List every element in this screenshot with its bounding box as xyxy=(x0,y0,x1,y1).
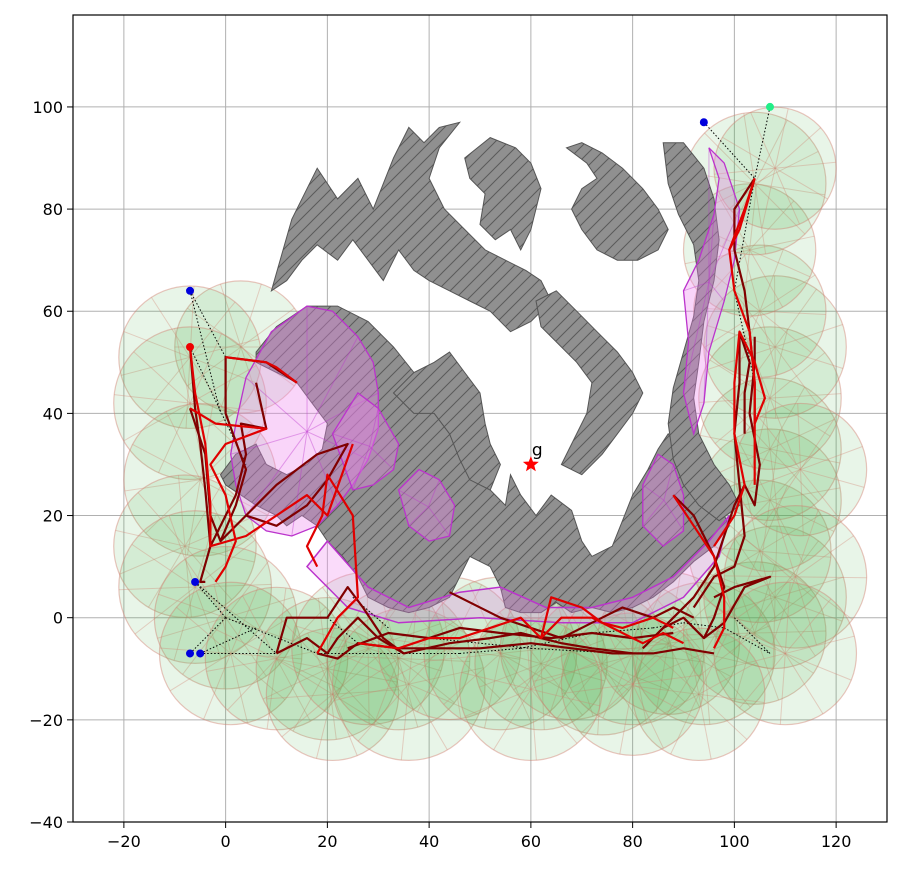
robot-0 xyxy=(186,286,195,295)
link-24 xyxy=(429,637,531,649)
sensing-circles xyxy=(113,106,868,762)
link-4 xyxy=(194,581,227,619)
robot-4 xyxy=(196,649,205,658)
sensing-circle-9 xyxy=(255,596,400,741)
sensing-circle-36 xyxy=(632,627,766,762)
x-tick-label-1: 0 xyxy=(221,832,231,851)
y-tick-label-1: −20 xyxy=(29,711,63,730)
sensor-edge-region-0 xyxy=(305,515,731,624)
link-17 xyxy=(734,617,771,654)
path-dark-6 xyxy=(347,626,674,650)
sensing-circle-21 xyxy=(632,581,776,726)
goal-label: g xyxy=(532,440,543,460)
y-tick-label-6: 80 xyxy=(43,200,63,219)
sensing-circle-4 xyxy=(113,474,257,619)
sensor-region-4 xyxy=(682,147,741,437)
path-dark-11 xyxy=(672,494,726,639)
axes-frame xyxy=(72,14,888,823)
y-tick-label-5: 60 xyxy=(43,302,63,321)
sensing-circle-22 xyxy=(682,561,827,705)
link-19 xyxy=(754,106,771,179)
link-5 xyxy=(189,617,226,654)
obstacle-1 xyxy=(270,121,552,333)
sensing-circle-18 xyxy=(530,591,674,736)
robot-markers xyxy=(186,102,774,658)
obstacle-4 xyxy=(662,142,741,522)
robot-5 xyxy=(699,118,708,127)
link-2 xyxy=(189,346,247,465)
link-25 xyxy=(530,647,623,654)
path-dark-2 xyxy=(209,382,268,547)
sensing-circle-7 xyxy=(158,581,303,726)
goal-marker xyxy=(522,456,539,472)
axis-ticks: −20 0 20 40 60 80 100 120 −40 −20 0 20 40 60 80 100 xyxy=(29,98,851,851)
link-1 xyxy=(189,290,222,414)
path-dark-3 xyxy=(219,442,349,542)
y-tick-label-2: 0 xyxy=(53,609,63,628)
x-tick-label-7: 120 xyxy=(821,832,852,851)
obstacle-2 xyxy=(464,137,542,252)
sensor-region-1 xyxy=(331,392,400,491)
sensing-circle-15 xyxy=(423,576,578,731)
path-red-3 xyxy=(305,473,359,654)
goal-marker-group: g xyxy=(522,440,543,472)
sensing-circle-32 xyxy=(713,106,837,230)
y-tick-label-4: 40 xyxy=(43,404,63,423)
robot-6 xyxy=(765,102,774,111)
path-red-8 xyxy=(728,178,756,485)
link-3 xyxy=(194,581,277,654)
path-red-7 xyxy=(713,330,767,547)
x-tick-label-3: 40 xyxy=(419,832,439,851)
link-20 xyxy=(733,178,756,291)
x-tick-label-5: 80 xyxy=(622,832,642,851)
link-8 xyxy=(225,617,318,654)
obstacles xyxy=(219,121,741,614)
x-tick-label-6: 100 xyxy=(719,832,750,851)
sensing-circle-23 xyxy=(703,525,847,670)
sensor-region-3 xyxy=(642,453,685,548)
path-red-9 xyxy=(728,178,756,251)
link-18 xyxy=(703,121,756,179)
path-dark-0 xyxy=(188,346,212,584)
path-red-1 xyxy=(189,407,268,583)
obstacle-3 xyxy=(565,142,669,261)
y-tick-label-3: 20 xyxy=(43,507,63,526)
sensing-circle-13 xyxy=(331,607,486,762)
link-21 xyxy=(733,290,756,383)
y-tick-label-7: 100 xyxy=(32,98,63,117)
path-red-2 xyxy=(225,356,298,384)
sensing-circle-2 xyxy=(113,326,267,481)
robot-paths xyxy=(188,177,772,660)
obstacle-6 xyxy=(392,351,501,491)
sensor-region-2 xyxy=(397,468,456,542)
path-red-5 xyxy=(540,616,684,645)
robot-2 xyxy=(191,577,200,586)
obstacle-5 xyxy=(535,290,644,476)
sensing-circle-34 xyxy=(723,505,868,649)
path-red-6 xyxy=(672,494,726,649)
sensing-circle-33 xyxy=(733,402,868,537)
robot-3 xyxy=(186,649,195,658)
path-dark-13 xyxy=(276,616,405,655)
y-tick-label-0: −40 xyxy=(29,813,63,832)
robot-1 xyxy=(186,342,195,351)
x-tick-label-2: 20 xyxy=(317,832,337,851)
x-tick-label-0: −20 xyxy=(107,832,141,851)
path-red-0 xyxy=(188,346,354,548)
x-tick-label-4: 60 xyxy=(521,832,541,851)
sensing-circle-35 xyxy=(713,581,858,726)
